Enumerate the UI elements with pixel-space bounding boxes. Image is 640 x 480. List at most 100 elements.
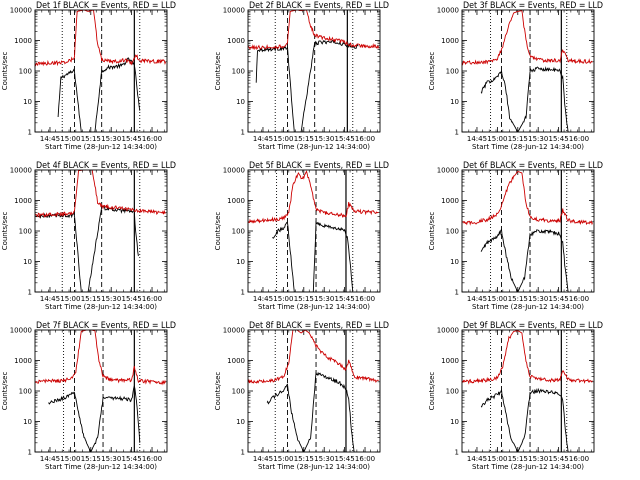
y-tick-label: 10	[450, 258, 459, 266]
y-tick-label: 100	[232, 228, 245, 236]
y-tick-label: 1000	[441, 197, 459, 205]
series-events	[255, 40, 359, 132]
panel-det-5: Det 5f BLACK = Events, RED = LLD Counts/s…	[214, 160, 389, 311]
y-axis-label: Counts/sec	[1, 52, 9, 91]
y-tick-label: 1	[241, 129, 245, 137]
series-events	[480, 66, 569, 132]
x-tick-label: 14:45	[253, 455, 273, 463]
x-axis-label: Start Time (28-Jun-12 14:34:00)	[45, 463, 157, 471]
y-axis-label: Counts/sec	[428, 372, 436, 411]
x-tick-label: 14:45	[253, 135, 273, 143]
y-tick-label: 10000	[10, 167, 32, 175]
series-lld	[462, 330, 593, 385]
plot-area	[462, 10, 593, 132]
x-axis-label: Start Time (28-Jun-12 14:34:00)	[258, 463, 370, 471]
plot-frame	[461, 329, 595, 453]
x-axis-label: Start Time (28-Jun-12 14:34:00)	[45, 303, 157, 311]
panel-det-3: Det 3f BLACK = Events, RED = LLD Counts/s…	[428, 0, 603, 151]
panel-title: Det 1f BLACK = Events, RED = LLD	[36, 0, 176, 10]
plot-area	[248, 170, 379, 292]
series-events	[480, 387, 569, 452]
y-tick-label: 1000	[441, 357, 459, 365]
series-lld	[462, 170, 594, 226]
y-tick-label: 10	[236, 98, 245, 106]
y-tick-label: 100	[19, 228, 32, 236]
panel-title: Det 5f BLACK = Events, RED = LLD	[249, 160, 389, 170]
x-axis-label: Start Time (28-Jun-12 14:34:00)	[258, 303, 370, 311]
x-tick-label: 15:45	[335, 135, 355, 143]
x-tick-label: 16:00	[355, 295, 375, 303]
y-tick-label: 1000	[441, 37, 459, 45]
y-tick-label: 100	[19, 68, 32, 76]
y-tick-label: 10000	[437, 327, 459, 335]
y-tick-label: 10000	[437, 167, 459, 175]
x-tick-label: 16:00	[142, 295, 162, 303]
x-axis-label: Start Time (28-Jun-12 14:34:00)	[472, 463, 584, 471]
x-tick-label: 15:30	[101, 295, 121, 303]
series-events	[48, 385, 141, 452]
y-tick-label: 1	[455, 289, 459, 297]
x-tick-label: 16:00	[142, 135, 162, 143]
x-tick-label: 15:45	[549, 295, 569, 303]
x-tick-label: 15:00	[487, 295, 507, 303]
x-tick-label: 15:30	[101, 135, 121, 143]
x-tick-label: 15:00	[273, 455, 293, 463]
y-tick-label: 100	[232, 68, 245, 76]
y-tick-label: 1	[28, 449, 32, 457]
x-tick-label: 14:45	[40, 455, 60, 463]
y-tick-label: 1	[455, 129, 459, 137]
y-tick-label: 100	[446, 68, 459, 76]
x-tick-label: 15:45	[122, 295, 142, 303]
plot-area	[35, 170, 166, 292]
x-tick-label: 16:00	[569, 135, 589, 143]
plot-frame	[461, 169, 595, 293]
plot-frame	[247, 329, 381, 453]
x-tick-label: 14:45	[467, 135, 487, 143]
y-axis-label: Counts/sec	[214, 372, 222, 411]
y-tick-label: 1000	[227, 37, 245, 45]
x-tick-label: 15:00	[273, 135, 293, 143]
plot-frame	[247, 9, 381, 133]
x-tick-label: 15:00	[60, 455, 80, 463]
y-tick-label: 10	[23, 418, 32, 426]
panel-det-7: Det 7f BLACK = Events, RED = LLD Counts/s…	[1, 320, 176, 471]
x-tick-label: 15:45	[335, 295, 355, 303]
y-tick-label: 100	[19, 388, 32, 396]
series-lld	[248, 170, 379, 224]
x-tick-label: 15:30	[314, 455, 334, 463]
x-tick-label: 15:00	[273, 295, 293, 303]
y-tick-label: 10000	[437, 7, 459, 15]
series-lld	[35, 170, 166, 219]
plot-area	[462, 330, 593, 452]
y-tick-label: 10000	[10, 327, 32, 335]
x-tick-label: 15:15	[294, 135, 314, 143]
x-tick-label: 15:00	[487, 455, 507, 463]
y-axis-label: Counts/sec	[428, 212, 436, 251]
panel-title: Det 9f BLACK = Events, RED = LLD	[463, 320, 603, 330]
y-tick-label: 1000	[14, 197, 32, 205]
y-tick-label: 100	[446, 388, 459, 396]
x-tick-label: 16:00	[355, 455, 375, 463]
y-tick-label: 10000	[223, 327, 245, 335]
y-tick-label: 10000	[223, 167, 245, 175]
x-tick-label: 16:00	[355, 135, 375, 143]
y-tick-label: 10	[236, 418, 245, 426]
y-axis-label: Counts/sec	[1, 372, 9, 411]
series-lld	[248, 10, 380, 51]
plot-area	[462, 170, 594, 292]
y-tick-label: 1	[241, 449, 245, 457]
x-tick-label: 15:45	[549, 135, 569, 143]
panel-title: Det 6f BLACK = Events, RED = LLD	[463, 160, 603, 170]
series-lld	[35, 330, 167, 386]
panel-title: Det 7f BLACK = Events, RED = LLD	[36, 320, 176, 330]
y-tick-label: 1000	[14, 37, 32, 45]
panel-det-9: Det 9f BLACK = Events, RED = LLD Counts/s…	[428, 320, 603, 471]
x-axis-label: Start Time (28-Jun-12 14:34:00)	[258, 143, 370, 151]
panel-det-8: Det 8f BLACK = Events, RED = LLD Counts/s…	[214, 320, 389, 471]
y-axis-label: Counts/sec	[1, 212, 9, 251]
series-events	[480, 228, 569, 292]
x-tick-label: 15:00	[60, 135, 80, 143]
series-events	[272, 220, 354, 292]
y-tick-label: 1	[241, 289, 245, 297]
panel-title: Det 2f BLACK = Events, RED = LLD	[249, 0, 389, 10]
